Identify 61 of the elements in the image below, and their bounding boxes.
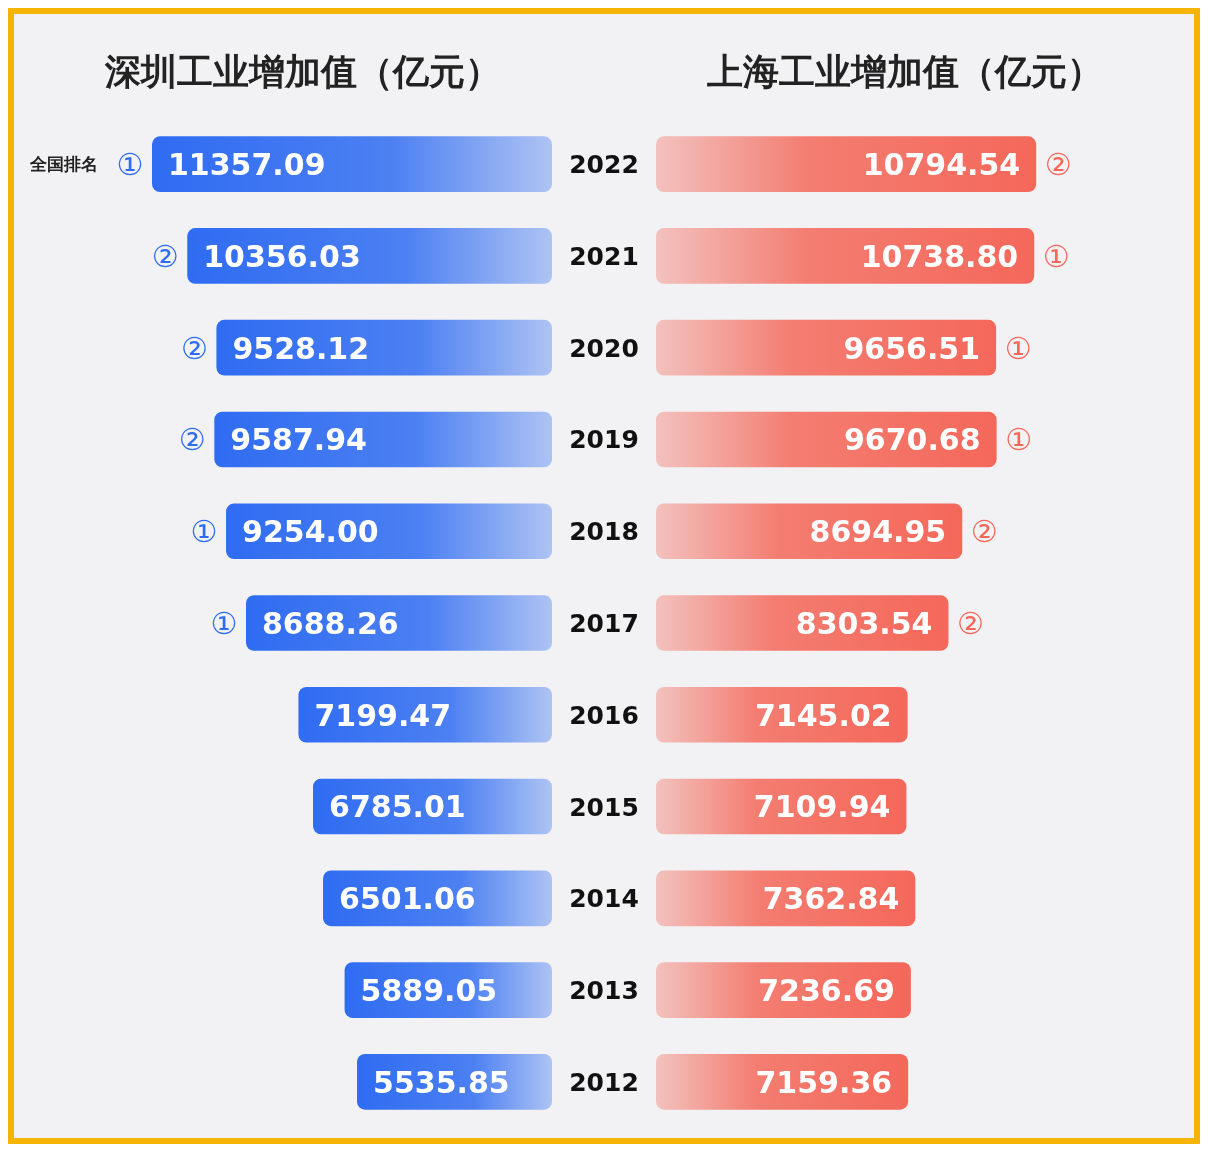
bar bbox=[298, 686, 552, 743]
data-label: 8694.95 bbox=[809, 514, 947, 550]
y-tick-label: 2022 bbox=[569, 150, 639, 180]
annotation: ① bbox=[210, 605, 238, 641]
data-label: 7159.36 bbox=[755, 1064, 893, 1100]
bar bbox=[152, 136, 552, 193]
annotation: ② bbox=[957, 605, 984, 641]
data-label: 6501.06 bbox=[339, 881, 476, 917]
bar bbox=[656, 228, 1035, 284]
data-label: 7109.94 bbox=[753, 789, 891, 825]
data-label: 7145.02 bbox=[755, 697, 892, 733]
bar bbox=[216, 319, 552, 376]
bar bbox=[656, 411, 997, 468]
y-tick-label: 2018 bbox=[569, 517, 639, 547]
bar bbox=[226, 503, 552, 560]
y-tick-label: 2013 bbox=[569, 976, 639, 1006]
data-label: 11357.09 bbox=[168, 147, 326, 183]
bar bbox=[246, 595, 552, 651]
annotation: ② bbox=[970, 514, 998, 550]
data-label: 8303.54 bbox=[795, 605, 933, 641]
data-label: 5535.85 bbox=[373, 1064, 510, 1100]
data-label: 9656.51 bbox=[843, 330, 981, 366]
y-tick-label: 2012 bbox=[569, 1067, 639, 1097]
data-label: 6785.01 bbox=[329, 789, 466, 825]
y-tick-label: 2021 bbox=[569, 241, 639, 271]
y-tick-label: 2014 bbox=[569, 884, 639, 914]
bar bbox=[656, 136, 1037, 193]
annotation: ① bbox=[190, 514, 218, 550]
bar bbox=[656, 319, 997, 376]
y-tick-label: 2015 bbox=[569, 792, 639, 822]
data-label: 9528.12 bbox=[232, 330, 370, 366]
text: 全国排名 bbox=[29, 154, 98, 175]
annotation: ② bbox=[1044, 147, 1072, 183]
bar bbox=[656, 503, 963, 560]
data-label: 7236.69 bbox=[758, 972, 895, 1008]
bar bbox=[214, 411, 552, 468]
data-label: 10738.80 bbox=[860, 238, 1019, 274]
data-label: 8688.26 bbox=[262, 605, 399, 641]
y-tick-label: 2017 bbox=[569, 609, 639, 638]
annotation: ① bbox=[1042, 238, 1070, 274]
y-tick-label: 2016 bbox=[569, 700, 639, 730]
data-label: 9670.68 bbox=[843, 422, 981, 458]
annotation: ① bbox=[116, 147, 144, 183]
data-label: 10356.03 bbox=[203, 238, 361, 274]
chart-title: 上海工业增加值（亿元） bbox=[707, 51, 1103, 92]
annotation: ② bbox=[151, 238, 179, 274]
annotation: ② bbox=[178, 422, 206, 458]
data-label: 7362.84 bbox=[762, 881, 900, 917]
data-label: 9254.00 bbox=[242, 514, 379, 550]
data-label: 7199.47 bbox=[314, 697, 452, 733]
chart-title: 深圳工业增加值（亿元） bbox=[104, 51, 501, 92]
data-label: 5889.05 bbox=[360, 972, 498, 1008]
data-label: 10794.54 bbox=[862, 147, 1021, 183]
annotation: ② bbox=[180, 330, 208, 366]
bar bbox=[187, 228, 552, 284]
annotation: ① bbox=[1004, 330, 1032, 366]
bar bbox=[656, 595, 949, 651]
y-tick-label: 2020 bbox=[569, 333, 639, 363]
y-tick-label: 2019 bbox=[569, 425, 639, 455]
annotation: ① bbox=[1005, 422, 1033, 458]
data-label: 9587.94 bbox=[230, 422, 367, 458]
